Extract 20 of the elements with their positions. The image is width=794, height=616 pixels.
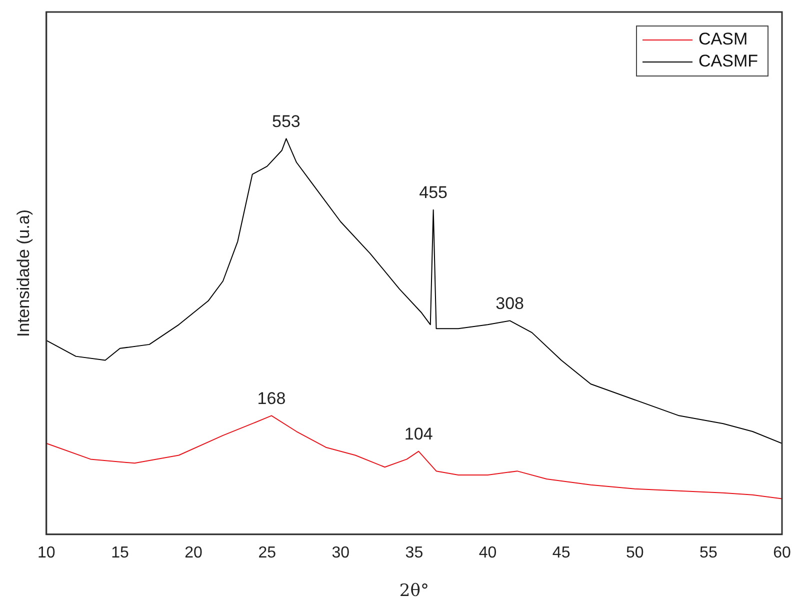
annotation: 104 [404, 424, 433, 444]
x-tick-label: 45 [552, 544, 570, 562]
annotation: 308 [496, 294, 524, 313]
x-tick-label: 25 [258, 544, 276, 562]
x-tick-label: 55 [700, 544, 718, 562]
x-tick-label: 35 [405, 544, 424, 562]
legend-label: CASM [698, 30, 748, 49]
annotation: 455 [419, 183, 448, 202]
x-tick-label: 10 [38, 544, 56, 562]
annotation: 553 [272, 112, 300, 131]
x-tick-label: 30 [332, 544, 350, 562]
y-axis-title: Intensidade (u.a) [14, 209, 33, 337]
legend-label: CASMF [698, 52, 758, 71]
x-tick-label: 20 [184, 544, 203, 562]
x-tick-label: 15 [111, 544, 129, 562]
x-axis-title: 2θ° [399, 581, 429, 602]
x-tick-label: 40 [478, 544, 497, 562]
x-tick-label: 50 [626, 544, 644, 562]
annotation: 168 [257, 388, 286, 408]
x-tick-label: 60 [773, 544, 791, 562]
